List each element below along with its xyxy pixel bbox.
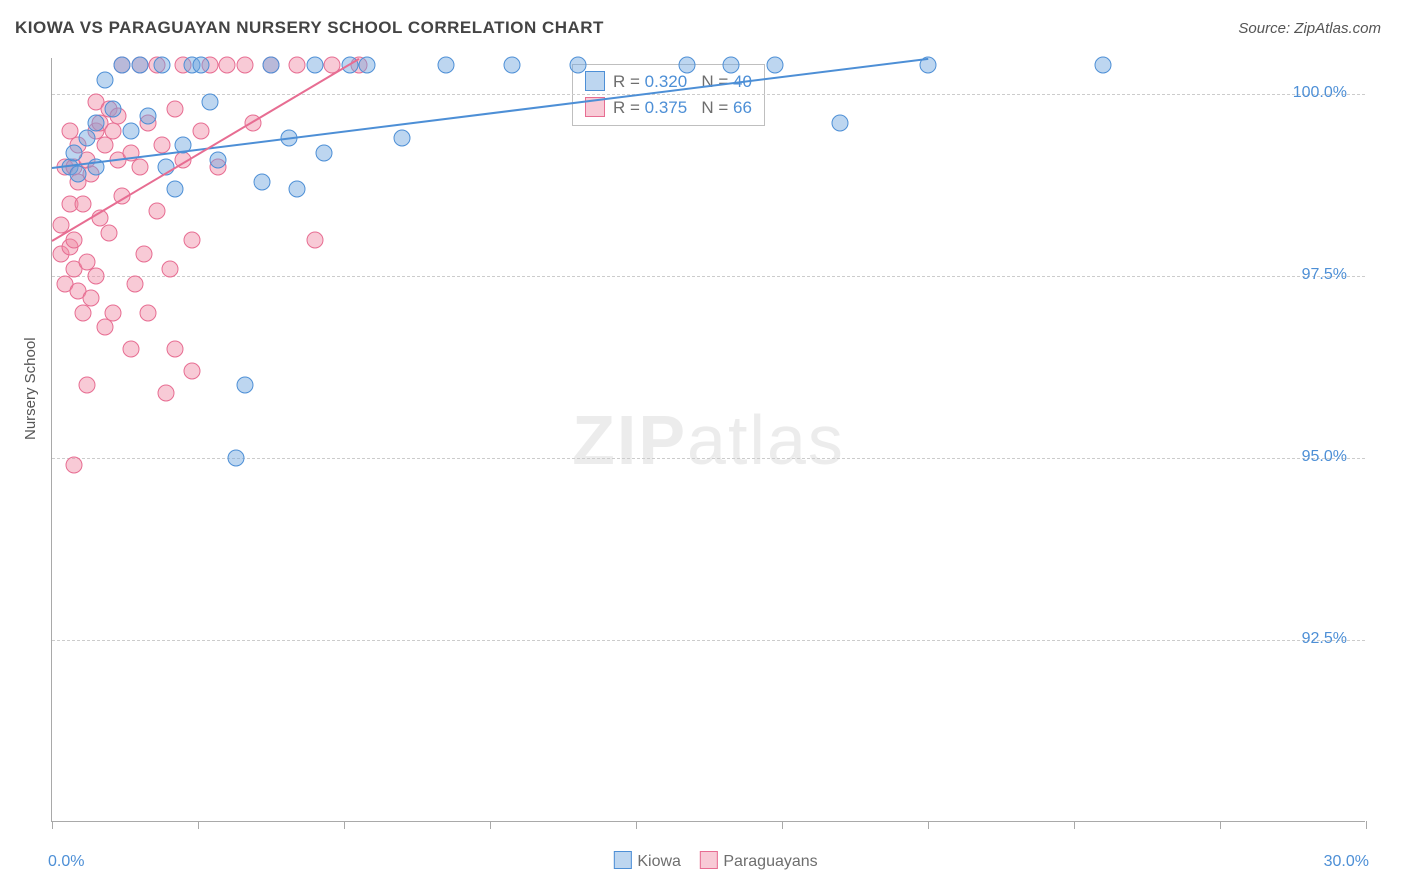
x-tick (636, 821, 637, 829)
x-tick (1366, 821, 1367, 829)
data-point-kiowa (131, 57, 148, 74)
chart-title: KIOWA VS PARAGUAYAN NURSERY SCHOOL CORRE… (15, 18, 604, 38)
data-point-kiowa (122, 122, 139, 139)
data-point-kiowa (832, 115, 849, 132)
gridline (52, 94, 1365, 95)
data-point-kiowa (65, 144, 82, 161)
data-point-kiowa (359, 57, 376, 74)
y-tick-label: 92.5% (1302, 630, 1347, 648)
data-point-kiowa (96, 71, 113, 88)
series-legend: Kiowa Paraguayans (599, 851, 817, 871)
data-point-paraguayans (289, 57, 306, 74)
x-tick (198, 821, 199, 829)
data-point-paraguayans (83, 290, 100, 307)
gridline (52, 640, 1365, 641)
watermark-thin: atlas (687, 401, 845, 479)
data-point-kiowa (679, 57, 696, 74)
data-point-paraguayans (122, 341, 139, 358)
legend-swatch-icon (585, 71, 605, 91)
data-point-kiowa (1095, 57, 1112, 74)
legend-label-kiowa: Kiowa (637, 853, 681, 870)
data-point-kiowa (105, 100, 122, 117)
x-tick (1220, 821, 1221, 829)
data-point-kiowa (114, 57, 131, 74)
data-point-kiowa (289, 180, 306, 197)
data-point-kiowa (70, 166, 87, 183)
data-point-paraguayans (74, 304, 91, 321)
data-point-kiowa (315, 144, 332, 161)
data-point-kiowa (722, 57, 739, 74)
x-tick (928, 821, 929, 829)
data-point-paraguayans (105, 304, 122, 321)
data-point-kiowa (192, 57, 209, 74)
x-tick (490, 821, 491, 829)
data-point-kiowa (153, 57, 170, 74)
watermark: ZIPatlas (572, 400, 845, 480)
data-point-paraguayans (192, 122, 209, 139)
data-point-kiowa (306, 57, 323, 74)
x-tick (344, 821, 345, 829)
data-point-kiowa (503, 57, 520, 74)
watermark-bold: ZIP (572, 401, 687, 479)
data-point-paraguayans (166, 341, 183, 358)
data-point-kiowa (766, 57, 783, 74)
x-axis-max-label: 30.0% (1324, 853, 1369, 871)
x-tick (1074, 821, 1075, 829)
y-tick-label: 97.5% (1302, 266, 1347, 284)
x-tick (52, 821, 53, 829)
data-point-kiowa (227, 450, 244, 467)
data-point-paraguayans (105, 122, 122, 139)
regression-line-kiowa (52, 58, 928, 169)
legend-label-paraguayans: Paraguayans (723, 853, 817, 870)
data-point-paraguayans (153, 137, 170, 154)
data-point-paraguayans (74, 195, 91, 212)
data-point-paraguayans (162, 261, 179, 278)
data-point-paraguayans (166, 100, 183, 117)
data-point-kiowa (201, 93, 218, 110)
y-tick-label: 100.0% (1293, 84, 1347, 102)
data-point-paraguayans (96, 319, 113, 336)
data-point-paraguayans (306, 231, 323, 248)
source-attribution: Source: ZipAtlas.com (1238, 20, 1381, 37)
y-tick-label: 95.0% (1302, 448, 1347, 466)
x-axis-min-label: 0.0% (48, 853, 84, 871)
data-point-paraguayans (100, 224, 117, 241)
plot-area: ZIPatlas R = 0.320 N = 40R = 0.375 N = 6… (51, 58, 1365, 822)
data-point-paraguayans (149, 202, 166, 219)
data-point-paraguayans (87, 268, 104, 285)
data-point-kiowa (87, 115, 104, 132)
data-point-paraguayans (127, 275, 144, 292)
data-point-kiowa (254, 173, 271, 190)
data-point-kiowa (236, 377, 253, 394)
source-prefix: Source: (1238, 20, 1290, 37)
data-point-kiowa (140, 108, 157, 125)
data-point-kiowa (394, 130, 411, 147)
data-point-kiowa (210, 151, 227, 168)
data-point-paraguayans (65, 457, 82, 474)
data-point-paraguayans (135, 246, 152, 263)
data-point-paraguayans (79, 377, 96, 394)
data-point-kiowa (79, 130, 96, 147)
data-point-paraguayans (131, 159, 148, 176)
data-point-paraguayans (236, 57, 253, 74)
y-axis-label: Nursery School (22, 337, 39, 440)
data-point-paraguayans (184, 362, 201, 379)
legend-swatch-paraguayans (699, 851, 717, 869)
data-point-kiowa (569, 57, 586, 74)
gridline (52, 458, 1365, 459)
data-point-kiowa (263, 57, 280, 74)
data-point-kiowa (166, 180, 183, 197)
data-point-paraguayans (96, 137, 113, 154)
x-tick (782, 821, 783, 829)
data-point-paraguayans (65, 231, 82, 248)
data-point-paraguayans (219, 57, 236, 74)
data-point-paraguayans (140, 304, 157, 321)
gridline (52, 276, 1365, 277)
data-point-kiowa (438, 57, 455, 74)
legend-swatch-kiowa (613, 851, 631, 869)
data-point-paraguayans (157, 384, 174, 401)
data-point-paraguayans (184, 231, 201, 248)
source-name: ZipAtlas.com (1294, 20, 1381, 37)
